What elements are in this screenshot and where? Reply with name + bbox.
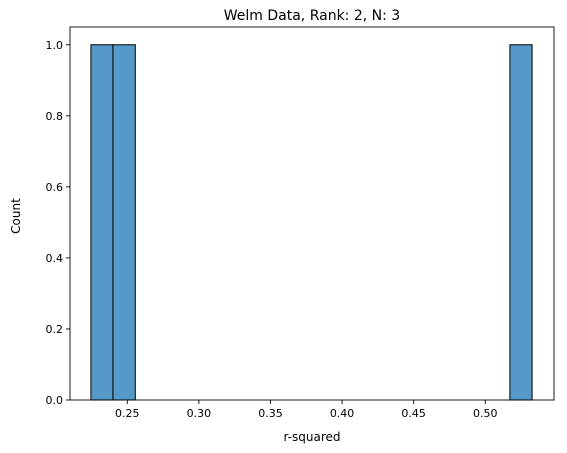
y-tick-label: 0.4 [46,252,64,265]
y-tick-label: 1.0 [46,39,64,52]
y-tick-label: 0.0 [46,394,64,407]
x-tick-label: 0.35 [258,407,283,420]
x-tick-label: 0.45 [401,407,426,420]
chart-title: Welm Data, Rank: 2, N: 3 [224,8,400,24]
x-tick-label: 0.40 [330,407,355,420]
histogram-bar [112,44,136,401]
x-tick-label: 0.50 [473,407,498,420]
histogram-bar [509,44,533,401]
plot-frame [69,26,555,401]
histogram-bar [90,44,114,401]
y-tick-label: 0.2 [46,323,64,336]
y-axis: 0.0 0.2 0.4 0.6 0.8 1.0 [46,39,70,407]
y-tick-label: 0.8 [46,110,64,123]
x-tick-label: 0.25 [115,407,140,420]
x-axis: 0.25 0.30 0.35 0.40 0.45 0.50 [115,400,498,420]
y-axis-label: Count [9,198,23,234]
x-axis-label: r-squared [284,430,341,444]
bars-group [90,44,533,401]
x-tick-label: 0.30 [187,407,212,420]
y-tick-label: 0.6 [46,181,64,194]
